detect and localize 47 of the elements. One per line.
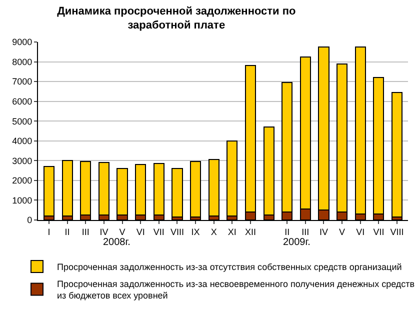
x-tick-label: VI	[356, 226, 365, 237]
bar	[153, 163, 164, 216]
x-tick-label: III	[302, 226, 310, 237]
y-tick-label: 2000	[12, 176, 32, 186]
x-tick-label: VII	[153, 226, 164, 237]
y-tick-label: 7000	[12, 76, 32, 87]
y-tick-label: 6000	[12, 96, 32, 106]
text: 2009г.	[283, 237, 310, 248]
bar	[226, 140, 238, 217]
y-tick-label: 5000	[12, 116, 32, 126]
x-tick-label: VI	[136, 226, 145, 237]
y-tick-label: 9000	[12, 37, 32, 48]
x-tick-label: IV	[100, 226, 108, 237]
text: 2008г.	[103, 237, 130, 248]
x-tick-label: V	[339, 226, 346, 237]
x-tick-label: XI	[228, 226, 236, 237]
x-tick-label: V	[119, 226, 126, 237]
bar	[80, 161, 92, 216]
x-tick-label: VII	[373, 226, 384, 237]
x-tick-label: XII	[244, 226, 256, 237]
bar	[391, 92, 403, 218]
bar	[62, 160, 73, 217]
x-tick-label: IX	[191, 226, 200, 237]
x-tick-label: VIII	[170, 226, 184, 237]
y-tick-label: 0	[27, 215, 32, 226]
bar	[263, 126, 274, 216]
x-tick-label: III	[82, 226, 90, 237]
x-tick-label: II	[64, 226, 70, 237]
legend-label: Просроченная задолженность из-за несвоевременного получения денежных средств из бюджетов всех уровней	[57, 278, 415, 301]
y-tick-label: 1000	[12, 195, 32, 206]
x-tick-label: X	[210, 226, 217, 237]
bar	[43, 166, 55, 217]
bar	[116, 168, 128, 216]
y-tick-label: 8000	[12, 56, 32, 67]
bar	[208, 159, 220, 217]
bar	[190, 161, 202, 218]
x-tick-label: VIII	[390, 226, 404, 237]
x-tick-label: II	[284, 226, 290, 237]
y-tick-label: 3000	[12, 156, 32, 166]
x-tick-label: I	[48, 226, 50, 237]
bar	[135, 164, 146, 216]
bar	[98, 162, 110, 216]
y-tick-label: 4000	[12, 136, 32, 146]
x-tick-label: IV	[319, 226, 328, 237]
chart-title: Динамика просроченной задолженности по заработной плате	[57, 5, 296, 32]
legend-label: Просроченная задолженность из-за отсутствия собственных средств организаций	[57, 262, 402, 272]
bar	[172, 168, 183, 218]
